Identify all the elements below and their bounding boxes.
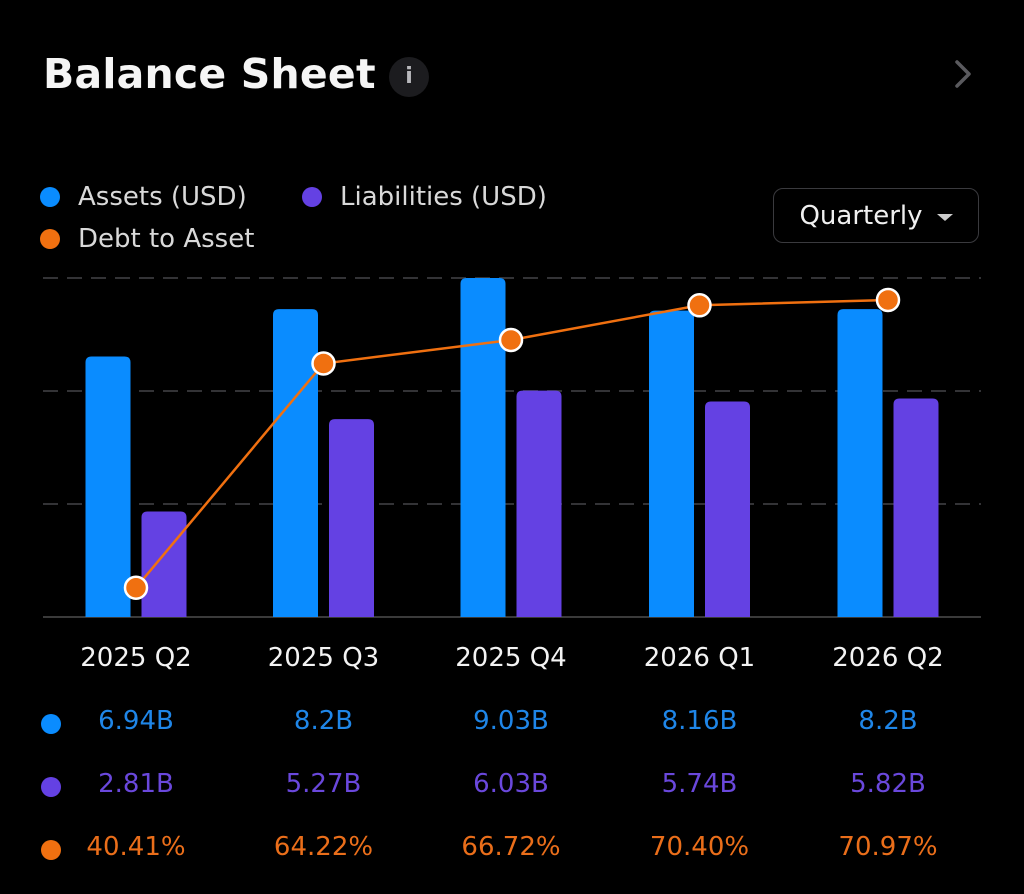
chevron-right-icon[interactable] [945, 56, 981, 92]
x-tick-label: 2025 Q3 [267, 643, 380, 673]
debt-legend-dot-icon [40, 229, 60, 249]
info-icon[interactable]: i [389, 57, 429, 97]
debt-to-asset-point [875, 287, 901, 313]
debt-to-asset-value-label: 70.40% [649, 832, 750, 862]
assets-value-label: 9.03B [473, 706, 549, 736]
liabilities-value-label: 5.82B [850, 769, 926, 799]
debt-to-asset-row-dot-icon [41, 840, 61, 860]
liabilities-value-label: 5.74B [661, 769, 738, 799]
debt-to-asset-point [123, 575, 149, 600]
liabilities-value-label: 2.81B [98, 769, 174, 799]
legend-label-debt-to-asset: Debt to Asset [78, 224, 255, 254]
assets-value-label: 8.2B [293, 706, 354, 736]
liabilities-value-label: 6.03B [473, 769, 549, 799]
assets-value-label: 6.94B [98, 706, 174, 736]
legend-item-liabilities: Liabilities (USD) [302, 182, 547, 212]
legend-item-assets: Assets (USD) [40, 182, 247, 212]
assets-bar [85, 356, 131, 617]
debt-to-asset-value-label: 64.22% [273, 832, 374, 862]
assets-bar [273, 309, 318, 617]
liabilities-row-dot-icon [41, 777, 61, 797]
liabilities-bar [516, 390, 562, 617]
assets-bar [460, 278, 506, 617]
liabilities-bar [705, 401, 750, 617]
assets-value-label: 8.16B [661, 706, 738, 736]
liabilities-bar [329, 419, 374, 617]
debt-to-asset-value-label: 70.97% [838, 832, 938, 862]
assets-legend-dot-icon [40, 187, 60, 207]
debt-to-asset-value-label: 66.72% [461, 832, 561, 862]
period-dropdown-label: Quarterly [799, 200, 923, 231]
liabilities-value-label: 5.27B [285, 769, 362, 799]
x-tick-label: 2026 Q1 [643, 643, 756, 673]
x-tick-label: 2026 Q2 [832, 643, 944, 673]
caret-down-icon [936, 213, 953, 221]
debt-to-asset-value-label: 40.41% [86, 832, 186, 862]
x-tick-label: 2025 Q4 [455, 643, 567, 673]
debt-to-asset-point [687, 293, 712, 318]
x-tick-label: 2025 Q2 [80, 643, 192, 673]
period-dropdown[interactable]: Quarterly [773, 188, 979, 243]
liabilities-bar [893, 398, 939, 617]
liabilities-legend-dot-icon [302, 187, 322, 207]
legend-label-assets: Assets (USD) [78, 182, 247, 212]
assets-row-dot-icon [41, 714, 61, 734]
assets-bar [649, 310, 694, 617]
debt-to-asset-point [498, 327, 524, 353]
liabilities-bar [141, 511, 187, 617]
page-title: Balance Sheet [43, 50, 376, 98]
assets-bar [837, 309, 883, 617]
legend-label-liabilities: Liabilities (USD) [340, 182, 547, 212]
assets-value-label: 8.2B [858, 706, 918, 736]
debt-to-asset-point [311, 351, 336, 376]
legend-item-debt-to-asset: Debt to Asset [40, 224, 254, 254]
